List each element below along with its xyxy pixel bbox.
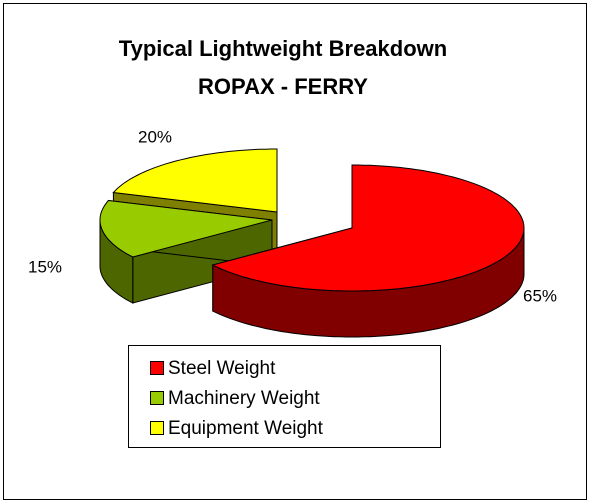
legend-label: Machinery Weight — [168, 388, 320, 409]
slice — [211, 164, 525, 292]
legend-swatch — [150, 361, 164, 375]
legend-swatch — [150, 421, 164, 435]
legend-label: Steel Weight — [168, 358, 276, 379]
slice — [99, 199, 273, 258]
data-label: 20% — [138, 127, 172, 146]
chart-subtitle: ROPAX - FERRY — [198, 74, 368, 99]
chart-title: Typical Lightweight Breakdown — [119, 36, 447, 61]
data-label: 65% — [523, 286, 557, 305]
slice — [112, 148, 278, 213]
data-label: 15% — [28, 257, 62, 276]
legend-swatch — [150, 391, 164, 405]
legend-label: Equipment Weight — [168, 418, 324, 439]
legend-box — [128, 345, 441, 448]
